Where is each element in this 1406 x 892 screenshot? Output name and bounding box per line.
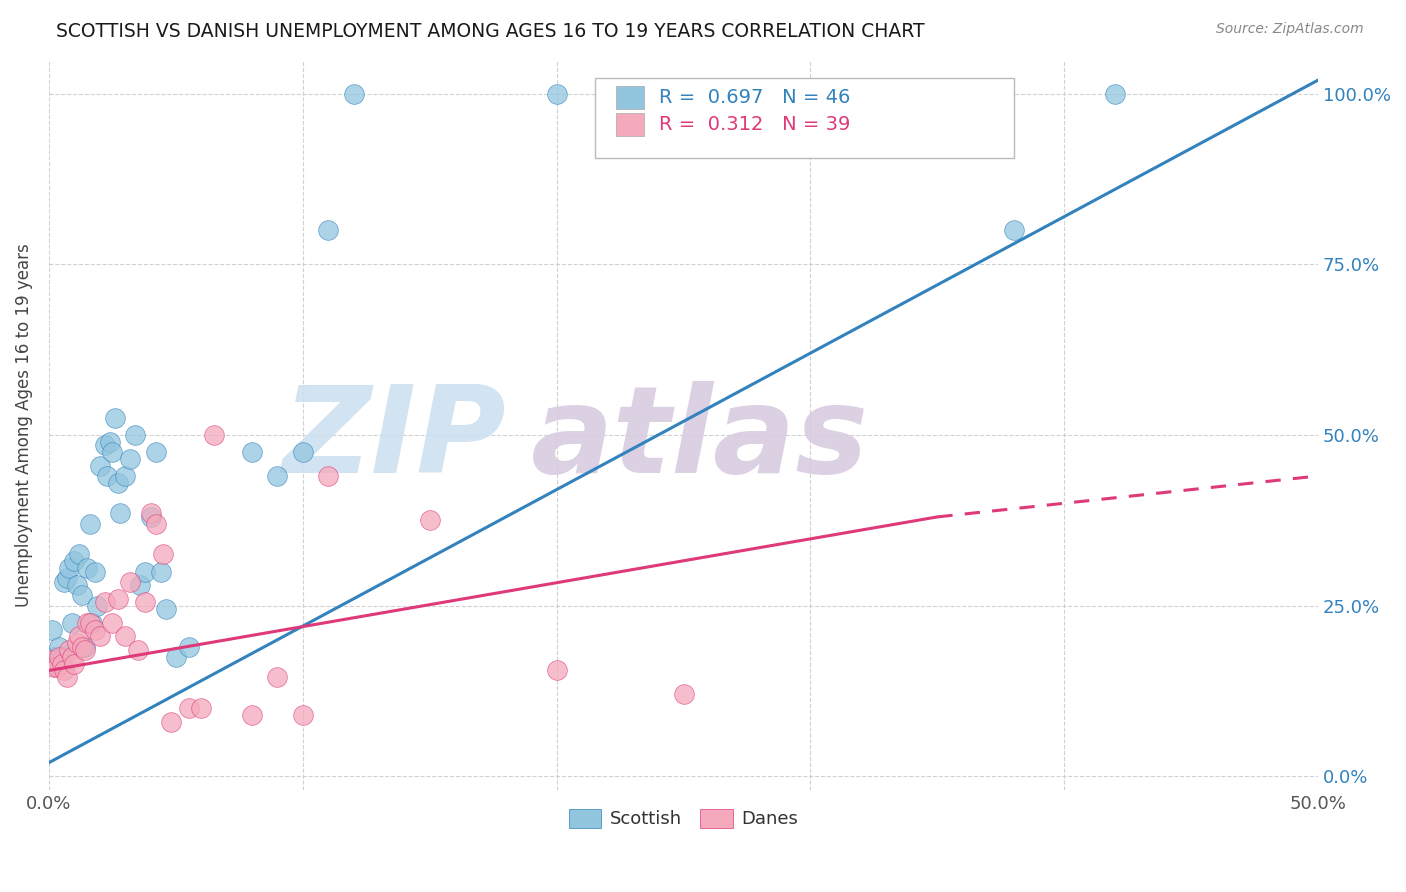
- Point: [66, 636, 89, 650]
- Point: [1104, 87, 1126, 101]
- Point: [51, 657, 73, 671]
- Point: [58, 643, 80, 657]
- Point: [73, 640, 96, 654]
- Point: [120, 574, 142, 589]
- Point: [79, 516, 101, 531]
- Point: [98, 434, 121, 449]
- Point: [177, 701, 200, 715]
- Point: [86, 599, 108, 613]
- Point: [120, 451, 142, 466]
- Point: [145, 516, 167, 531]
- Point: [104, 411, 127, 425]
- FancyBboxPatch shape: [616, 113, 644, 136]
- Point: [1002, 223, 1025, 237]
- Point: [60, 615, 83, 630]
- Point: [165, 649, 187, 664]
- Point: [177, 640, 200, 654]
- Point: [96, 469, 118, 483]
- Text: atlas: atlas: [531, 381, 869, 498]
- Point: [129, 578, 152, 592]
- Point: [41, 653, 63, 667]
- Point: [42, 660, 65, 674]
- Point: [108, 507, 131, 521]
- Point: [139, 507, 162, 521]
- Point: [41, 623, 63, 637]
- Point: [240, 445, 263, 459]
- Point: [672, 687, 695, 701]
- FancyBboxPatch shape: [616, 86, 644, 109]
- Point: [114, 629, 136, 643]
- Point: [127, 643, 149, 657]
- Point: [107, 591, 129, 606]
- Point: [202, 428, 225, 442]
- Point: [107, 475, 129, 490]
- Point: [60, 649, 83, 664]
- Point: [316, 223, 339, 237]
- Point: [55, 670, 77, 684]
- Point: [342, 87, 364, 101]
- Legend: Scottish, Danes: Scottish, Danes: [561, 802, 806, 836]
- Point: [190, 701, 212, 715]
- Point: [53, 664, 76, 678]
- Point: [73, 643, 96, 657]
- Point: [101, 445, 124, 459]
- Point: [291, 707, 314, 722]
- Point: [419, 513, 441, 527]
- Point: [266, 670, 288, 684]
- Point: [51, 649, 73, 664]
- Text: SCOTTISH VS DANISH UNEMPLOYMENT AMONG AGES 16 TO 19 YEARS CORRELATION CHART: SCOTTISH VS DANISH UNEMPLOYMENT AMONG AG…: [56, 22, 925, 41]
- Point: [266, 469, 288, 483]
- Point: [89, 629, 111, 643]
- Point: [546, 664, 568, 678]
- Point: [94, 438, 117, 452]
- Point: [82, 615, 104, 630]
- Text: R =  0.312   N = 39: R = 0.312 N = 39: [659, 115, 851, 134]
- Point: [240, 707, 263, 722]
- FancyBboxPatch shape: [595, 78, 1014, 158]
- Point: [316, 469, 339, 483]
- Point: [76, 615, 98, 630]
- Point: [155, 602, 177, 616]
- Point: [58, 561, 80, 575]
- Point: [291, 445, 314, 459]
- Point: [546, 87, 568, 101]
- Point: [45, 657, 67, 671]
- Text: ZIP: ZIP: [283, 381, 506, 498]
- Point: [76, 561, 98, 575]
- Point: [66, 578, 89, 592]
- Point: [70, 588, 93, 602]
- Point: [94, 595, 117, 609]
- Point: [48, 649, 70, 664]
- Point: [67, 629, 90, 643]
- Point: [152, 548, 174, 562]
- Point: [67, 548, 90, 562]
- Text: R =  0.697   N = 46: R = 0.697 N = 46: [659, 88, 851, 107]
- Point: [63, 657, 86, 671]
- Point: [42, 649, 65, 664]
- Point: [139, 509, 162, 524]
- Point: [48, 640, 70, 654]
- Y-axis label: Unemployment Among Ages 16 to 19 years: Unemployment Among Ages 16 to 19 years: [15, 243, 32, 607]
- Point: [149, 565, 172, 579]
- Point: [159, 714, 181, 729]
- Point: [79, 615, 101, 630]
- Point: [134, 565, 156, 579]
- Point: [45, 660, 67, 674]
- Point: [55, 571, 77, 585]
- Point: [83, 623, 105, 637]
- Point: [124, 428, 146, 442]
- Point: [145, 445, 167, 459]
- Point: [114, 469, 136, 483]
- Point: [70, 640, 93, 654]
- Text: Source: ZipAtlas.com: Source: ZipAtlas.com: [1216, 22, 1364, 37]
- Point: [89, 458, 111, 473]
- Point: [101, 615, 124, 630]
- Point: [63, 554, 86, 568]
- Point: [53, 574, 76, 589]
- Point: [83, 565, 105, 579]
- Point: [134, 595, 156, 609]
